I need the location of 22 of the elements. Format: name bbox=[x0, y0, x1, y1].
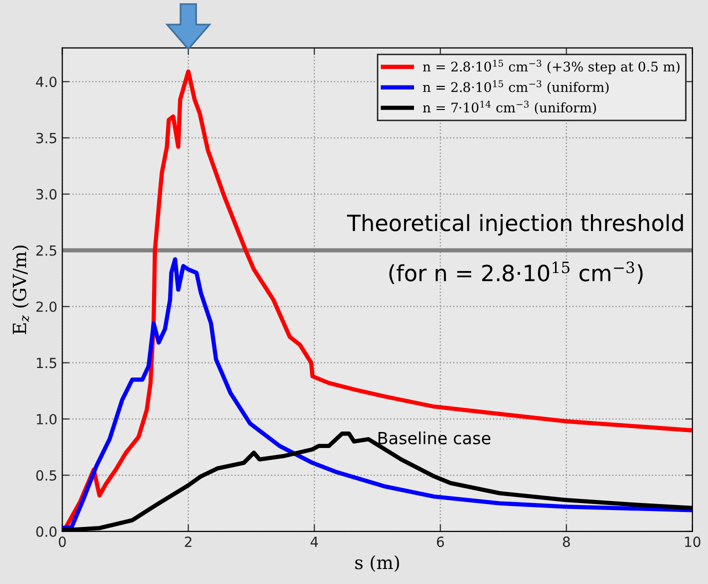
y-tick-label: 0.5 bbox=[36, 470, 56, 481]
x-tick-label: 6 bbox=[436, 536, 444, 548]
x-tick-label: 8 bbox=[562, 536, 570, 548]
x-tick-label: 0 bbox=[58, 536, 66, 548]
y-tick-label: 3.5 bbox=[36, 132, 56, 144]
legend-label: n = 2.8·10$^{15}$ cm$^{−3}$ (uniform) bbox=[422, 80, 609, 94]
x-axis-title: s (m) bbox=[355, 555, 400, 572]
y-tick-label: 0.0 bbox=[36, 526, 57, 537]
y-tick-label: 3.0 bbox=[36, 189, 57, 200]
x-tick-label: 2 bbox=[184, 536, 192, 547]
text: Theoretical injection threshold (for n = 2.8·10$^{15}$ cm$^{−3}$) bbox=[347, 214, 683, 284]
y-tick-label: 1.5 bbox=[36, 358, 56, 368]
legend-label: n = 7·10$^{14}$ cm$^{−3}$ (uniform) bbox=[422, 100, 596, 114]
y-tick-label: 4.0 bbox=[36, 76, 57, 88]
y-tick-label: 1.0 bbox=[36, 414, 57, 424]
y-tick-label: 2.5 bbox=[36, 245, 56, 256]
annotation: Baseline case bbox=[378, 432, 490, 444]
y-axis-title: E$_{z}$ (GV/m) bbox=[12, 246, 30, 334]
x-tick-label: 10 bbox=[685, 536, 700, 548]
legend-label: n = 2.8·10$^{15}$ cm$^{−3}$ (+3% step at 0.5 m) bbox=[422, 60, 680, 74]
y-tick-label: 2.0 bbox=[36, 302, 57, 312]
x-tick-label: 4 bbox=[310, 536, 318, 547]
